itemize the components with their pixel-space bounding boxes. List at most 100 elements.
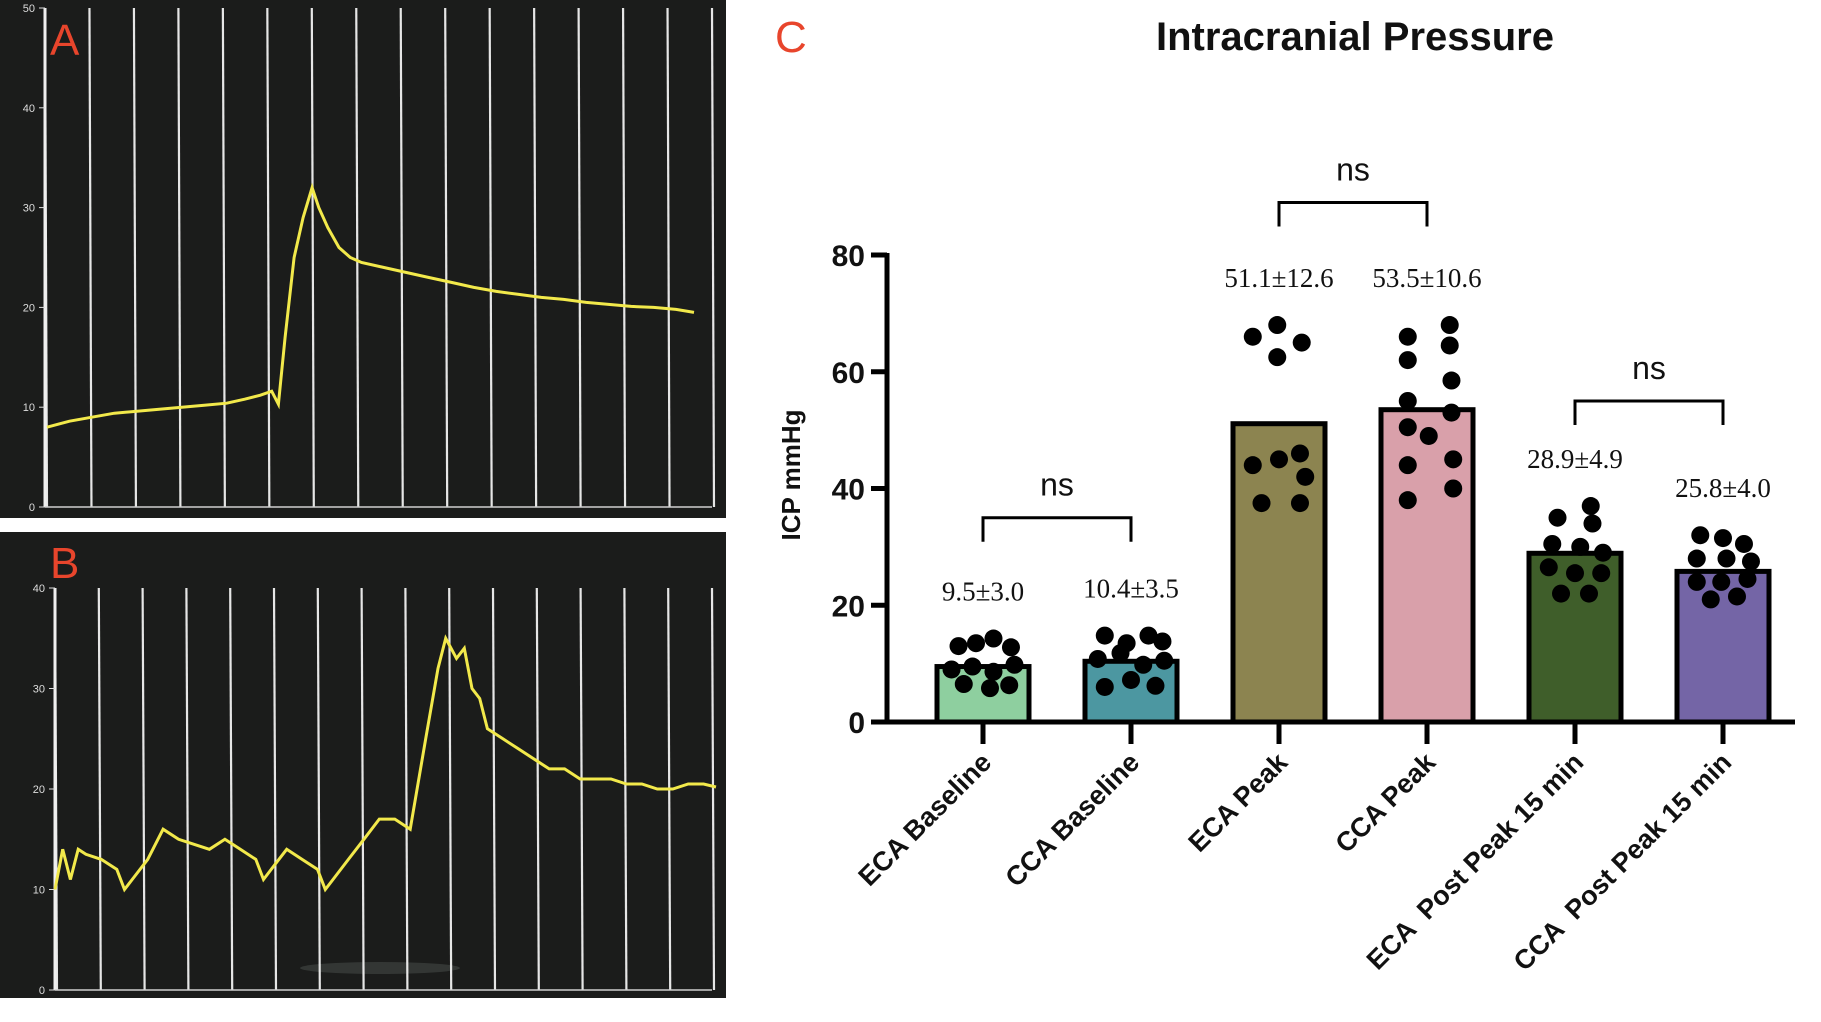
data-point — [1444, 450, 1463, 469]
grid-line — [316, 587, 321, 991]
data-point — [1252, 494, 1271, 513]
data-point — [1738, 569, 1757, 588]
data-point — [1691, 526, 1710, 545]
x-tick-label: ECA Peak — [1183, 746, 1294, 857]
grid-line — [579, 587, 584, 991]
significance-bracket — [981, 516, 1133, 542]
data-point — [1398, 327, 1417, 346]
data-point — [1592, 564, 1611, 583]
data-point — [1005, 655, 1024, 674]
data-point — [1583, 514, 1602, 533]
data-point — [1095, 677, 1114, 696]
y-tick-label: 0 — [39, 985, 45, 997]
data-point — [1442, 403, 1461, 422]
data-point — [1243, 456, 1262, 475]
data-point — [1398, 491, 1417, 510]
panel-b-ticks: 0 10 20 30 40 — [33, 583, 55, 997]
grid-line — [355, 7, 360, 508]
grid-line — [710, 7, 716, 508]
grid-line — [132, 7, 138, 508]
data-point — [1552, 584, 1571, 603]
data-point — [1270, 450, 1288, 469]
data-label: 10.4±3.5 — [1083, 574, 1179, 604]
grid-line — [88, 7, 93, 508]
y-tick-label: 0 — [29, 502, 35, 514]
y-tick-label: 30 — [23, 203, 35, 215]
x-tick-label: CCA Baseline — [1000, 747, 1146, 893]
data-point — [1734, 534, 1753, 553]
data-point — [1134, 655, 1153, 674]
data-point — [1398, 351, 1417, 370]
data-point — [967, 634, 986, 653]
data-point — [1122, 670, 1140, 689]
data-label: 28.9±4.9 — [1527, 444, 1623, 474]
significance-label: ns — [1040, 467, 1074, 503]
panel-b: 0 10 20 30 40 B — [0, 532, 726, 998]
y-tick-label: 40 — [33, 583, 45, 595]
panel-b-icp-trace — [53, 634, 717, 893]
y-tick-label: 20 — [832, 590, 865, 623]
data-point — [1398, 391, 1417, 410]
grid-line — [310, 7, 315, 508]
data-point — [1398, 418, 1417, 437]
data-point — [1268, 348, 1287, 367]
data-point — [1111, 644, 1130, 663]
grid-line — [97, 587, 102, 991]
panel-b-letter: B — [50, 539, 79, 588]
grid-line — [272, 587, 278, 991]
data-point — [1440, 316, 1459, 335]
bar-chart: 0 20 40 60 80 ECA Baseline 9.5±3.0 CCA Baseline… — [832, 151, 1795, 977]
panel-c: C Intracranial Pressure ICP mmHg 0 20 40 60… — [775, 13, 1795, 977]
data-point — [1727, 587, 1746, 606]
data-label: 25.8±4.0 — [1675, 473, 1771, 503]
grid-line — [491, 587, 497, 991]
panel-a-letter: A — [50, 16, 80, 65]
data-point — [1088, 649, 1107, 668]
grid-line — [404, 587, 409, 991]
panel-c-letter: C — [775, 13, 807, 62]
grid-line — [177, 7, 182, 508]
grid-line — [710, 587, 716, 991]
data-point — [954, 675, 973, 694]
data-label: 53.5±10.6 — [1372, 263, 1481, 293]
panel-a-grid — [43, 7, 716, 508]
data-point — [1444, 479, 1463, 498]
grid-line — [444, 7, 449, 508]
data-point — [1000, 676, 1019, 695]
data-point — [1419, 426, 1438, 445]
x-tick-label: ECA Baseline — [853, 747, 998, 892]
grid-line — [621, 7, 627, 508]
panel-b-glare — [300, 962, 460, 974]
data-point — [1290, 494, 1309, 513]
grid-line — [141, 587, 146, 991]
y-tick-label: 50 — [23, 3, 35, 15]
data-point — [1442, 371, 1461, 390]
data-point — [1593, 543, 1612, 562]
chart-title: Intracranial Pressure — [1156, 15, 1554, 59]
data-point — [1717, 549, 1736, 568]
data-label: 51.1±12.6 — [1224, 263, 1333, 293]
panel-a-icp-trace — [46, 182, 695, 429]
panel-a-screen — [0, 0, 726, 518]
data-point — [1571, 537, 1590, 556]
grid-line — [399, 7, 404, 508]
y-tick-label: 10 — [33, 885, 45, 897]
data-point — [1712, 572, 1731, 591]
y-tick-label: 10 — [23, 402, 35, 414]
data-point — [1146, 676, 1165, 695]
grid-line — [577, 7, 582, 508]
data-point — [1296, 467, 1315, 486]
data-point — [1001, 638, 1020, 657]
data-point — [1741, 552, 1760, 571]
data-point — [1548, 508, 1567, 527]
bar — [1674, 568, 1772, 725]
panel-a-ticks: 0 10 20 30 40 50 — [23, 3, 45, 514]
grid-line — [360, 587, 365, 991]
x-tick-label: CCA Peak — [1329, 746, 1441, 858]
data-point — [984, 629, 1003, 648]
data-point — [1398, 456, 1417, 475]
data-point — [1155, 651, 1174, 670]
y-tick-label: 20 — [23, 302, 35, 314]
y-tick-label: 40 — [23, 103, 35, 115]
